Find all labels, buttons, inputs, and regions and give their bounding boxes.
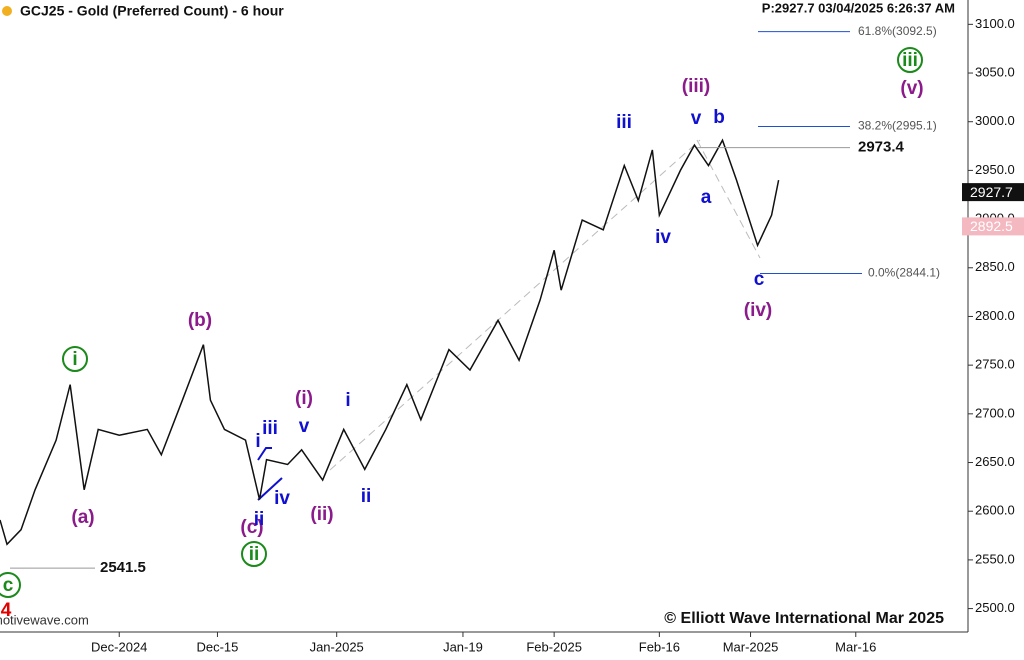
y-tick-label: 2600.0: [975, 503, 1015, 518]
wave-label: c: [754, 269, 765, 290]
price-tag: [962, 183, 1024, 202]
level-label: 38.2%(2995.1): [858, 119, 937, 133]
price-line: [0, 138, 780, 546]
wave-label: (c): [240, 517, 263, 538]
wave-label: b: [713, 107, 725, 128]
y-tick-label: 3100.0: [975, 16, 1015, 31]
x-tick-label: Dec-15: [196, 639, 238, 654]
price-tag-label: 2892.5: [970, 218, 1013, 234]
wave-circle: [0, 572, 21, 598]
wave-line: [257, 447, 272, 461]
wave-label: iii: [902, 50, 918, 71]
level-label: 0.0%(2844.1): [868, 266, 940, 280]
x-tick-label: Dec-2024: [91, 639, 147, 654]
y-tick-label: 2650.0: [975, 454, 1015, 469]
x-tick-label: Feb-2025: [526, 639, 582, 654]
wave-label: i: [255, 431, 260, 452]
y-tick-label: 2950.0: [975, 162, 1015, 177]
wave-label: v: [691, 108, 702, 129]
wave-label: (b): [188, 310, 212, 331]
wave-label: (i): [295, 388, 313, 409]
level-label: 2973.4: [858, 139, 905, 156]
x-tick-label: Feb-16: [639, 639, 680, 654]
trend-line: [329, 139, 701, 471]
wave-circle: [897, 47, 923, 73]
y-tick-label: 2500.0: [975, 600, 1015, 615]
level-label: 61.8%(3092.5): [858, 24, 937, 38]
wave-circle: [62, 346, 88, 372]
x-tick-label: Jan-2025: [310, 639, 364, 654]
wave-label: ii: [254, 509, 265, 530]
trend-line: [696, 139, 761, 259]
wave-label: 4: [1, 600, 12, 621]
wave-label: a: [701, 187, 712, 208]
x-tick-label: Mar-2025: [723, 639, 779, 654]
wave-label: iii: [262, 418, 278, 439]
y-tick-label: 2800.0: [975, 308, 1015, 323]
wave-label: (a): [71, 507, 94, 528]
status-dot: [2, 6, 12, 16]
y-tick-label: 2700.0: [975, 405, 1015, 420]
y-tick-label: 3000.0: [975, 113, 1015, 128]
wave-label: i: [72, 349, 77, 370]
y-tick-label: 3050.0: [975, 64, 1015, 79]
copyright: © Elliott Wave International Mar 2025: [664, 610, 944, 627]
wave-label: (ii): [310, 504, 333, 525]
y-tick-label: 2750.0: [975, 357, 1015, 372]
wave-label: iv: [655, 227, 671, 248]
wave-label: c: [3, 575, 14, 596]
wave-label: ii: [249, 544, 260, 565]
wave-label: (v): [900, 78, 923, 99]
wave-circle: [241, 541, 267, 567]
wave-line: [257, 477, 283, 501]
wave-label: iii: [616, 112, 632, 133]
wave-label: i: [345, 390, 350, 411]
y-tick-label: 2850.0: [975, 259, 1015, 274]
y-tick-label: 2550.0: [975, 551, 1015, 566]
wave-label: iv: [274, 488, 290, 509]
chart-subtitle: P:2927.7 03/04/2025 6:26:37 AM: [762, 0, 955, 15]
price-tag-label: 2927.7: [970, 184, 1013, 200]
wave-label: ii: [361, 486, 372, 507]
wave-label: (iv): [744, 300, 773, 321]
chart-title: GCJ25 - Gold (Preferred Count) - 6 hour: [20, 3, 284, 19]
wave-label: v: [299, 416, 310, 437]
source: motivewave.com: [0, 612, 89, 627]
x-tick-label: Mar-16: [835, 639, 876, 654]
x-tick-label: Jan-19: [443, 639, 483, 654]
wave-label: (iii): [682, 76, 711, 97]
price-tag: [962, 217, 1024, 236]
level-label: 2541.5: [100, 559, 146, 576]
